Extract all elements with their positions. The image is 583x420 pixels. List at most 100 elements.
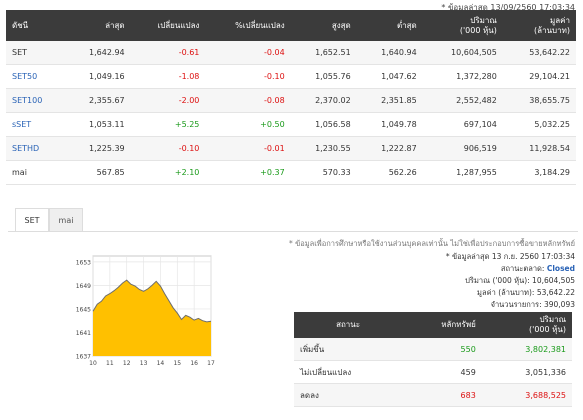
col-status: สถานะ [294,312,403,338]
col-summary-volume-line1: ปริมาณ [539,315,566,324]
market-trades-label: จำนวนรายการ: [490,300,542,309]
index-volume: 697,104 [422,112,503,137]
index-change: -1.08 [130,64,206,89]
col-volume-line1: ปริมาณ [470,15,497,25]
index-high: 1,056.58 [290,112,357,137]
chart-series-line [92,279,212,323]
col-securities: หลักทรัพย์ [402,312,482,338]
summary-count: 459 [402,360,482,384]
index-high: 2,370.02 [290,88,357,113]
index-pct-change: -0.04 [205,41,291,65]
index-value: 3,184.29 [502,160,576,185]
index-last: 1,642.94 [64,41,131,65]
index-pct-change: -0.01 [205,136,291,161]
x-tick-label: 12 [123,360,131,367]
market-status: สถานะตลาด: Closed [501,263,575,275]
table-row[interactable]: SETHD 1,225.39 -0.10 -0.01 1,230.55 1,22… [6,136,576,161]
index-volume: 10,604,505 [422,41,503,65]
intraday-chart: 1637 1641 1645 1649 1653 10 11 12 13 14 15 16 17 [76,255,215,367]
table-row[interactable]: SET100 2,355.67 -2.00 -0.08 2,370.02 2,3… [6,88,576,113]
index-volume: 2,552,482 [422,88,503,113]
y-tick-label: 1641 [76,330,91,337]
col-value: มูลค่า (ล้านบาท) [502,10,576,41]
x-tick-label: 16 [190,360,198,367]
index-high: 570.33 [290,160,357,185]
table-row[interactable]: sSET 1,053.11 +5.25 +0.50 1,056.58 1,049… [6,112,576,137]
market-trades: จำนวนรายการ: 390,093 [491,299,575,311]
index-name: mai [6,160,65,185]
advance-decline-table: สถานะ หลักทรัพย์ ปริมาณ ('000 หุ้น) เพิ่ม… [294,312,572,407]
market-updated: * ข้อมูลล่าสุด 13 ก.ย. 2560 17:03:34 [445,252,575,261]
summary-row-unchanged: ไม่เปลี่ยนแปลง 459 3,051,336 [294,360,572,384]
index-name: SET [6,41,65,65]
tab-divider [8,231,578,232]
index-low: 2,351.85 [356,88,423,113]
chart-y-ticks: 1637 1641 1645 1649 1653 [76,259,91,360]
x-tick-label: 14 [157,360,165,367]
summary-label: ลดลง [294,383,403,407]
index-high: 1,055.76 [290,64,357,89]
index-pct-change: -0.08 [205,88,291,113]
table-row[interactable]: SET50 1,049.16 -1.08 -0.10 1,055.76 1,04… [6,64,576,89]
x-tick-label: 15 [173,360,181,367]
index-change: -2.00 [130,88,206,113]
tab-mai[interactable]: mai [49,208,83,232]
summary-row-decline: ลดลง 683 3,688,525 [294,383,572,407]
market-volume: ปริมาณ ('000 หุ้น): 10,604,505 [465,275,575,287]
index-pct-change: +0.50 [205,112,291,137]
index-low: 562.26 [356,160,423,185]
index-last: 2,355.67 [64,88,131,113]
x-tick-label: 13 [140,360,148,367]
col-volume-line2: ('000 หุ้น) [459,25,497,35]
col-value-line2: (ล้านบาท) [534,25,570,35]
market-status-value: Closed [546,264,575,273]
index-last: 1,049.16 [64,64,131,89]
index-last: 1,225.39 [64,136,131,161]
index-change: -0.61 [130,41,206,65]
summary-count: 550 [402,338,482,361]
chart-area-fill [93,280,211,356]
tab-set[interactable]: SET [15,208,49,232]
col-index: ดัชนี [6,10,65,41]
market-volume-label: ปริมาณ ('000 หุ้น): [465,276,530,285]
index-volume: 1,372,280 [422,64,503,89]
market-trades-value: 390,093 [543,300,575,309]
table-row[interactable]: SET 1,642.94 -0.61 -0.04 1,652.51 1,640.… [6,41,576,65]
index-low: 1,049.78 [356,112,423,137]
col-pct-change: %เปลี่ยนแปลง [205,10,291,41]
index-change: +5.25 [130,112,206,137]
table-row[interactable]: mai 567.85 +2.10 +0.37 570.33 562.26 1,2… [6,160,576,185]
market-value-label: มูลค่า (ล้านบาท): [477,288,535,297]
index-name-link[interactable]: SETHD [6,136,65,161]
index-last: 1,053.11 [64,112,131,137]
index-table: ดัชนี ล่าสุด เปลี่ยนแปลง %เปลี่ยนแปลง สู… [6,10,576,185]
market-value: มูลค่า (ล้านบาท): 53,642.22 [477,287,575,299]
summary-count: 683 [402,383,482,407]
index-name-link[interactable]: sSET [6,112,65,137]
y-tick-label: 1653 [76,259,91,266]
col-low: ต่ำสุด [356,10,423,41]
index-high: 1,652.51 [290,41,357,65]
y-tick-label: 1645 [76,306,91,313]
index-last: 567.85 [64,160,131,185]
summary-volume: 3,802,381 [481,338,572,361]
index-value: 38,655.75 [502,88,576,113]
col-summary-volume: ปริมาณ ('000 หุ้น) [481,312,572,338]
disclaimer: * ข้อมูลเพื่อการศึกษาหรือใช้งานส่วนบุคคล… [288,239,575,248]
index-name-link[interactable]: SET50 [6,64,65,89]
index-low: 1,640.94 [356,41,423,65]
index-low: 1,222.87 [356,136,423,161]
summary-volume: 3,051,336 [481,360,572,384]
y-tick-label: 1637 [76,354,91,361]
col-change: เปลี่ยนแปลง [130,10,206,41]
summary-label: เพิ่มขึ้น [294,338,403,361]
index-value: 29,104.21 [502,64,576,89]
last-update-note: * ข้อมูลล่าสุด 13/09/2560 17:03:34 [441,3,575,12]
market-status-label: สถานะตลาด: [500,264,545,273]
index-name-link[interactable]: SET100 [6,88,65,113]
col-high: สูงสุด [290,10,357,41]
index-high: 1,230.55 [290,136,357,161]
summary-label: ไม่เปลี่ยนแปลง [294,360,403,384]
col-volume: ปริมาณ ('000 หุ้น) [422,10,503,41]
summary-row-advance: เพิ่มขึ้น 550 3,802,381 [294,338,572,361]
